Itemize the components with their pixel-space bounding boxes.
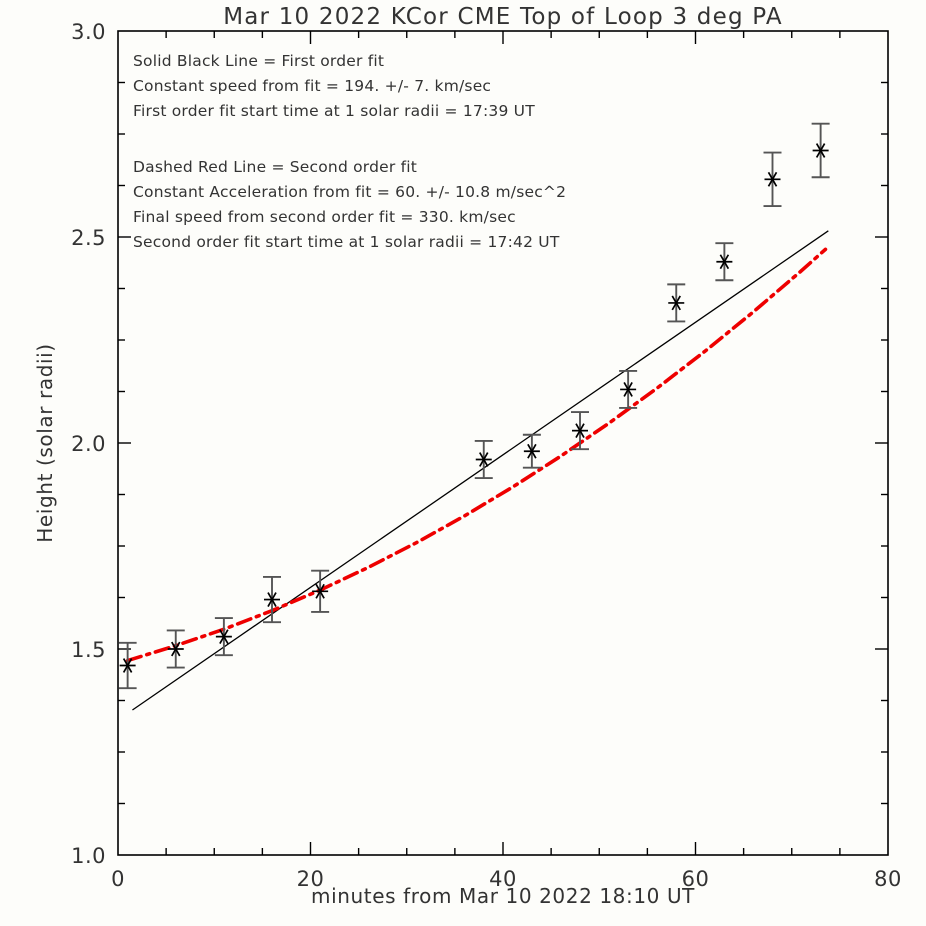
y-axis-label: Height (solar radii) bbox=[33, 343, 57, 542]
annotation-line: Second order fit start time at 1 solar r… bbox=[133, 233, 560, 251]
data-point-marker bbox=[475, 452, 492, 467]
annotation-line: Final speed from second order fit = 330.… bbox=[133, 208, 516, 226]
annotation-line: Constant Acceleration from fit = 60. +/-… bbox=[133, 183, 566, 201]
y-tick-label: 1.5 bbox=[71, 638, 106, 662]
axis-tick-labels: 0 20 40 60 80 1.0 1.5 2.0 2.5 3.0 bbox=[71, 20, 902, 891]
x-tick-label: 40 bbox=[489, 867, 517, 891]
axis-ticks bbox=[118, 31, 888, 855]
second-order-fit-path bbox=[125, 247, 828, 663]
second-order-fit-line bbox=[125, 247, 828, 663]
annotation-line: First order fit start time at 1 solar ra… bbox=[133, 102, 535, 120]
y-tick-label: 2.0 bbox=[71, 432, 106, 456]
annotation-line: Constant speed from fit = 194. +/- 7. km… bbox=[133, 77, 491, 95]
y-tick-label: 3.0 bbox=[71, 20, 106, 44]
data-point-marker bbox=[812, 143, 829, 158]
data-point-marker bbox=[620, 382, 637, 397]
x-tick-label: 60 bbox=[682, 867, 710, 891]
data-point-markers bbox=[119, 143, 829, 673]
x-tick-label: 80 bbox=[874, 867, 902, 891]
annotation-text-block: Solid Black Line = First order fit Consta… bbox=[133, 52, 566, 251]
data-point-marker bbox=[119, 658, 136, 673]
data-point-marker bbox=[716, 254, 733, 270]
y-tick-label: 2.5 bbox=[71, 226, 106, 250]
data-point-marker bbox=[167, 641, 184, 657]
annotation-line: Solid Black Line = First order fit bbox=[133, 52, 384, 70]
y-tick-label: 1.0 bbox=[71, 844, 106, 868]
data-point-marker bbox=[668, 295, 685, 311]
data-point-marker bbox=[572, 423, 588, 439]
page-title: Mar 10 2022 KCor CME Top of Loop 3 deg P… bbox=[223, 4, 783, 30]
x-tick-label: 20 bbox=[297, 867, 325, 891]
plot-frame bbox=[117, 30, 889, 856]
data-point-marker bbox=[215, 629, 232, 645]
x-tick-label: 0 bbox=[111, 867, 125, 891]
data-point-marker bbox=[764, 171, 781, 187]
data-point-marker bbox=[523, 443, 540, 459]
first-order-fit-line bbox=[132, 230, 829, 711]
data-point-marker bbox=[264, 592, 280, 607]
data-point-marker bbox=[312, 583, 329, 599]
x-axis-label: minutes from Mar 10 2022 18:10 UT bbox=[311, 884, 695, 908]
first-order-fit-path bbox=[132, 230, 829, 711]
annotation-line: Dashed Red Line = Second order fit bbox=[133, 158, 417, 176]
